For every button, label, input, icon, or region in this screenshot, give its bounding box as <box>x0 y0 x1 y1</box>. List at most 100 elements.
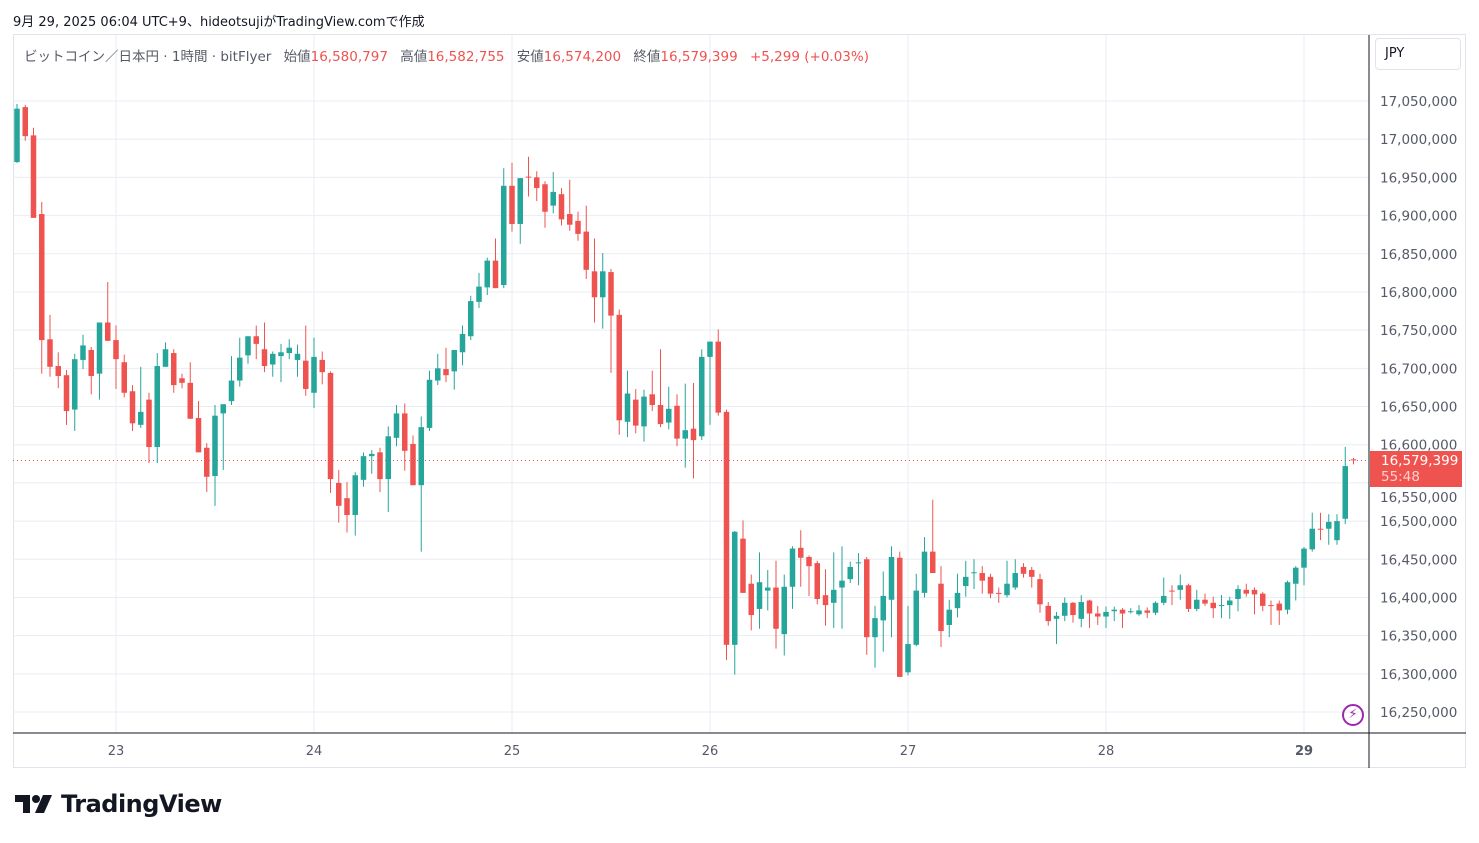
candle <box>1144 607 1150 619</box>
candle <box>542 181 548 228</box>
candle-body <box>154 366 160 448</box>
candle <box>393 404 400 447</box>
axes: 17,050,000 17,000,000 16,950,000 16,900,000… <box>13 35 1466 768</box>
candle-body <box>550 191 556 206</box>
candle-body <box>567 214 573 225</box>
candle <box>517 178 523 244</box>
candle-body <box>558 194 565 220</box>
lightning-icon[interactable]: ⚡ <box>1342 704 1364 726</box>
candle <box>426 370 433 431</box>
open-label: 始値 <box>283 49 311 65</box>
candle <box>1086 599 1093 629</box>
candle <box>979 566 985 594</box>
candle <box>732 531 738 675</box>
candle-body <box>946 609 952 625</box>
tradingview-logo-icon <box>15 795 52 813</box>
candle <box>534 171 540 202</box>
candle <box>987 573 994 599</box>
logo-text: TradingView <box>61 790 222 818</box>
candle-body <box>113 340 119 360</box>
candle <box>715 329 721 416</box>
candle-body <box>1070 602 1076 616</box>
close-value: 16,579,399 <box>660 49 738 65</box>
candle <box>954 573 961 618</box>
candle <box>666 386 672 430</box>
close-label: 終値 <box>633 49 661 65</box>
candle <box>748 574 754 631</box>
candle <box>1210 596 1216 619</box>
candle-body <box>1053 615 1060 619</box>
candle-body <box>831 589 837 603</box>
symbol-info[interactable]: ビットコイン／日本円 · 1時間 · bitFlyer <box>24 49 272 65</box>
candle <box>171 349 177 393</box>
candle <box>649 370 655 412</box>
candle-body <box>1144 610 1150 613</box>
candle-body <box>996 592 1002 594</box>
candle <box>690 382 697 479</box>
candle <box>938 566 944 648</box>
candle-body <box>1012 573 1018 588</box>
candle <box>39 201 45 374</box>
candle <box>1136 605 1142 616</box>
candle <box>839 546 845 629</box>
candle <box>418 416 424 552</box>
time-tick-label: 29 <box>1295 744 1313 759</box>
candle <box>1334 514 1340 545</box>
candle <box>641 389 647 442</box>
candle <box>1235 585 1241 612</box>
candle-body <box>517 178 523 224</box>
candle <box>707 341 713 425</box>
candle-body <box>781 586 787 635</box>
candle-body <box>723 411 730 645</box>
candle <box>195 401 202 453</box>
candle-body <box>1078 602 1084 619</box>
candle <box>657 349 664 428</box>
candle-body <box>756 582 763 609</box>
tradingview-logo[interactable]: TradingView <box>15 790 222 818</box>
price-tick-label: 16,550,000 <box>1380 490 1457 506</box>
candle <box>278 343 284 383</box>
candle-body <box>88 349 94 376</box>
candle-body <box>261 349 268 367</box>
candle-body <box>616 314 622 421</box>
candle <box>1326 514 1332 545</box>
candle-body <box>542 184 548 212</box>
bar-countdown: 55:48 <box>1381 469 1420 485</box>
time-tick-label: 24 <box>306 744 323 759</box>
candle <box>1268 600 1274 625</box>
candle <box>228 356 235 405</box>
candle-body <box>1152 602 1159 613</box>
candle-body <box>732 531 738 645</box>
candle <box>245 336 251 364</box>
low-label: 安値 <box>516 49 544 65</box>
candle <box>72 353 78 431</box>
time-tick-label: 25 <box>504 744 521 759</box>
candle-body <box>715 341 721 413</box>
candle <box>402 403 408 471</box>
candle <box>154 353 160 464</box>
price-tick-label: 17,000,000 <box>1380 132 1457 148</box>
candle-body <box>121 362 127 393</box>
time-tick-label: 28 <box>1098 744 1115 759</box>
candle <box>1053 611 1060 645</box>
price-tick-label: 16,800,000 <box>1380 285 1457 301</box>
candle <box>946 599 952 638</box>
candle-body <box>187 382 193 419</box>
candle <box>129 385 136 431</box>
candle <box>971 559 977 590</box>
candle-body <box>798 547 804 558</box>
candle <box>22 104 28 141</box>
candle-body <box>1185 585 1192 609</box>
candle <box>55 352 61 389</box>
candle-body <box>30 135 37 218</box>
candle-body <box>608 272 614 316</box>
price-tick-label: 16,500,000 <box>1380 514 1457 530</box>
price-tick-label: 16,950,000 <box>1380 170 1457 186</box>
candle <box>501 168 507 289</box>
time-tick-label: 23 <box>108 744 125 759</box>
currency-button[interactable]: JPY <box>1375 38 1461 70</box>
price-tick-label: 16,250,000 <box>1380 705 1457 721</box>
candle <box>113 325 119 389</box>
candle <box>443 347 449 383</box>
